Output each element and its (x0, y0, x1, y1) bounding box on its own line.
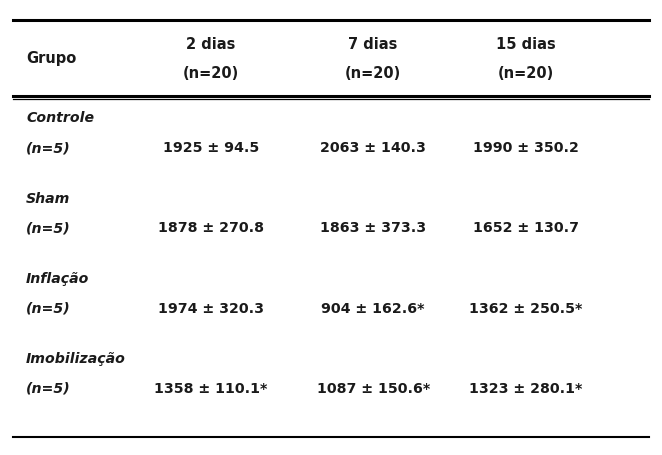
Text: 904 ± 162.6*: 904 ± 162.6* (322, 302, 425, 316)
Text: (n=20): (n=20) (498, 66, 553, 81)
Text: Grupo: Grupo (26, 51, 76, 66)
Text: 1863 ± 373.3: 1863 ± 373.3 (320, 222, 426, 235)
Text: 15 dias: 15 dias (496, 37, 555, 52)
Text: 1652 ± 130.7: 1652 ± 130.7 (473, 222, 579, 235)
Text: Sham: Sham (26, 192, 70, 206)
Text: 1358 ± 110.1*: 1358 ± 110.1* (154, 382, 267, 396)
Text: 1990 ± 350.2: 1990 ± 350.2 (473, 141, 579, 155)
Text: 2063 ± 140.3: 2063 ± 140.3 (320, 141, 426, 155)
Text: (n=5): (n=5) (26, 302, 71, 316)
Text: 1878 ± 270.8: 1878 ± 270.8 (158, 222, 264, 235)
Text: 2 dias: 2 dias (186, 37, 236, 52)
Text: (n=5): (n=5) (26, 382, 71, 396)
Text: Imobilização: Imobilização (26, 352, 126, 366)
Text: 1362 ± 250.5*: 1362 ± 250.5* (469, 302, 583, 316)
Text: 1925 ± 94.5: 1925 ± 94.5 (163, 141, 259, 155)
Text: 7 dias: 7 dias (348, 37, 398, 52)
Text: Controle: Controle (26, 111, 94, 125)
Text: (n=20): (n=20) (345, 66, 401, 81)
Text: (n=5): (n=5) (26, 141, 71, 155)
Text: 1323 ± 280.1*: 1323 ± 280.1* (469, 382, 583, 396)
Text: 1974 ± 320.3: 1974 ± 320.3 (158, 302, 264, 316)
Text: 1087 ± 150.6*: 1087 ± 150.6* (316, 382, 430, 396)
Text: Inflação: Inflação (26, 272, 89, 286)
Text: (n=20): (n=20) (183, 66, 239, 81)
Text: (n=5): (n=5) (26, 222, 71, 235)
